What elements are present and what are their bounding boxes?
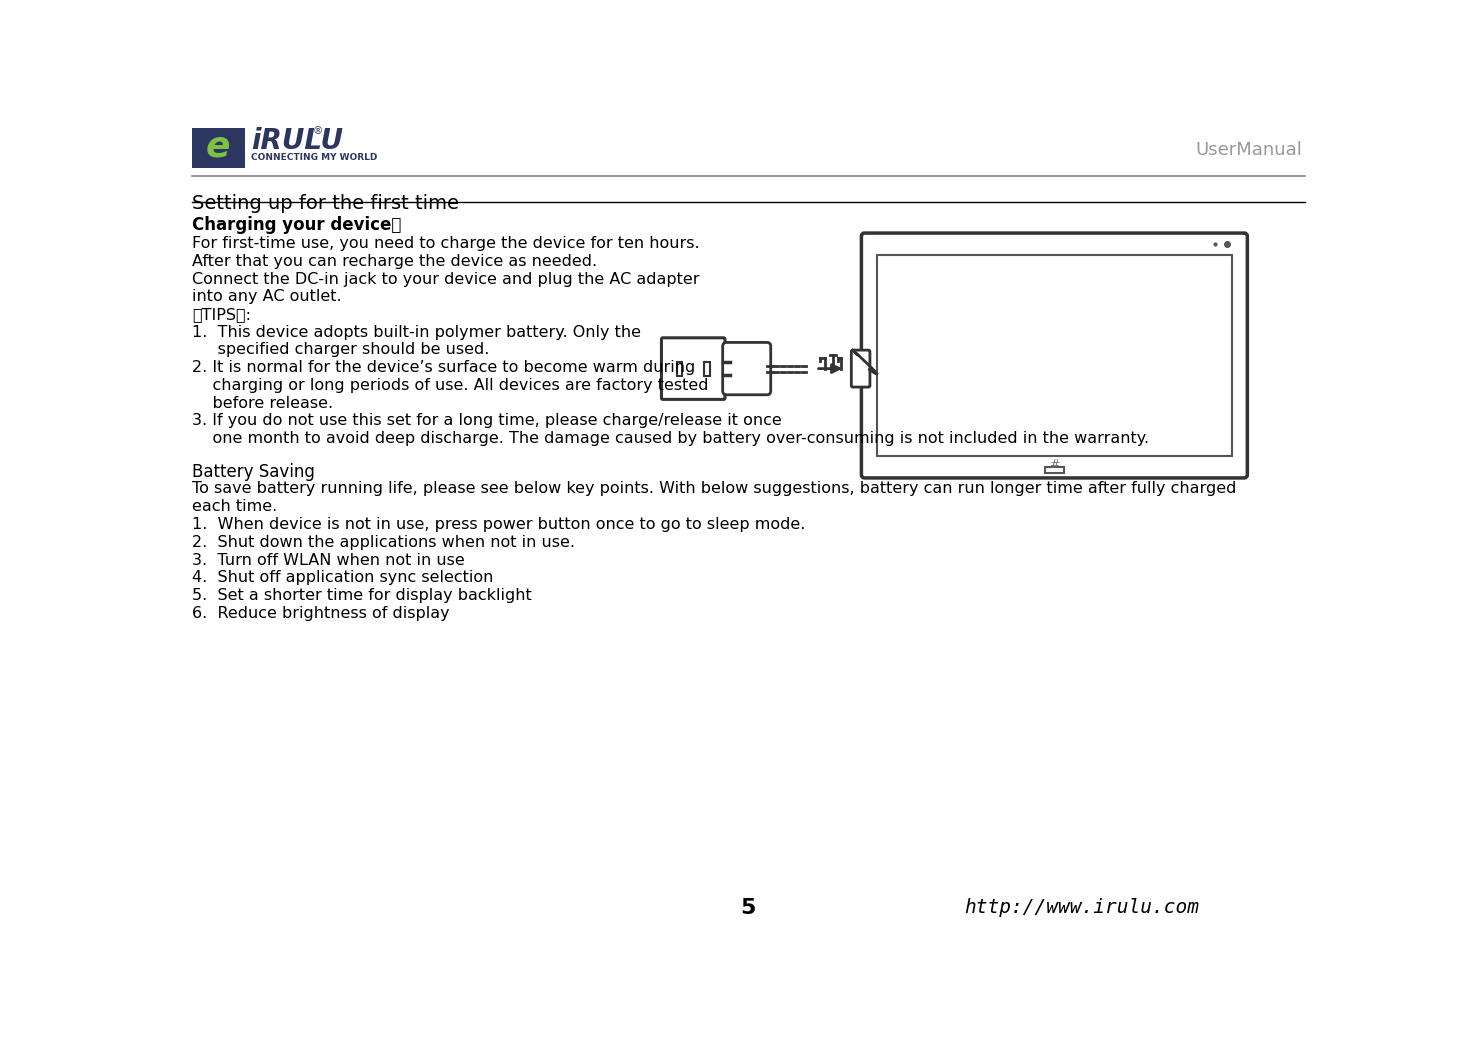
- FancyBboxPatch shape: [661, 338, 726, 400]
- Text: 1.  When device is not in use, press power button once to go to sleep mode.: 1. When device is not in use, press powe…: [191, 517, 804, 532]
- Text: Battery Saving: Battery Saving: [191, 462, 315, 480]
- Text: 5: 5: [740, 898, 756, 918]
- Text: iRULU: iRULU: [251, 127, 343, 156]
- Text: CONNECTING MY WORLD: CONNECTING MY WORLD: [251, 152, 377, 162]
- Text: specified charger should be used.: specified charger should be used.: [191, 342, 489, 357]
- Bar: [191, 128, 244, 168]
- Text: Charging your device：: Charging your device：: [191, 216, 402, 234]
- Bar: [677, 362, 682, 376]
- Text: charging or long periods of use. All devices are factory tested: charging or long periods of use. All dev…: [191, 378, 708, 393]
- FancyBboxPatch shape: [861, 233, 1247, 478]
- Text: http://www.irulu.com: http://www.irulu.com: [964, 898, 1199, 917]
- Text: each time.: each time.: [191, 499, 277, 514]
- Text: 2.  Shut down the applications when not in use.: 2. Shut down the applications when not i…: [191, 535, 575, 550]
- Text: 【TIPS】:: 【TIPS】:: [191, 307, 251, 322]
- Text: 3.  Turn off WLAN when not in use: 3. Turn off WLAN when not in use: [191, 552, 464, 568]
- Bar: [704, 362, 710, 376]
- Text: 5.  Set a shorter time for display backlight: 5. Set a shorter time for display backli…: [191, 588, 531, 603]
- Text: Connect the DC-in jack to your device and plug the AC adapter: Connect the DC-in jack to your device an…: [191, 271, 699, 287]
- FancyBboxPatch shape: [851, 350, 870, 387]
- FancyBboxPatch shape: [877, 255, 1232, 456]
- Text: Setting up for the first time: Setting up for the first time: [191, 194, 458, 213]
- Text: one month to avoid deep discharge. The damage caused by battery over-consuming i: one month to avoid deep discharge. The d…: [191, 431, 1149, 446]
- Text: 3. If you do not use this set for a long time, please charge/release it once: 3. If you do not use this set for a long…: [191, 413, 781, 428]
- FancyBboxPatch shape: [723, 342, 771, 395]
- Text: UserManual: UserManual: [1196, 141, 1302, 159]
- Text: 1.  This device adopts built-in polymer battery. Only the: 1. This device adopts built-in polymer b…: [191, 325, 641, 339]
- Text: into any AC outlet.: into any AC outlet.: [191, 289, 342, 304]
- Text: For first-time use, you need to charge the device for ten hours.: For first-time use, you need to charge t…: [191, 236, 699, 252]
- Text: 4.  Shut off application sync selection: 4. Shut off application sync selection: [191, 570, 493, 586]
- Text: e: e: [206, 129, 231, 164]
- Text: To save battery running life, please see below key points. With below suggestion: To save battery running life, please see…: [191, 481, 1237, 496]
- Bar: [1045, 467, 1064, 473]
- Text: before release.: before release.: [191, 396, 333, 410]
- Text: ®: ®: [312, 126, 323, 137]
- Text: 2. It is normal for the device’s surface to become warm during: 2. It is normal for the device’s surface…: [191, 360, 695, 375]
- Text: 6.  Reduce brightness of display: 6. Reduce brightness of display: [191, 606, 450, 621]
- Text: #: #: [1050, 457, 1060, 471]
- Text: After that you can recharge the device as needed.: After that you can recharge the device a…: [191, 254, 597, 269]
